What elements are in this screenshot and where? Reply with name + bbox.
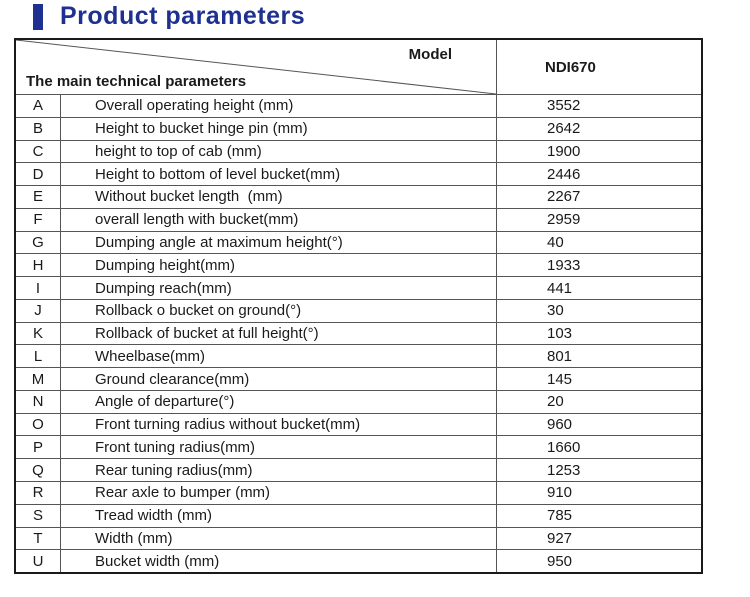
row-value-cell: 960: [547, 416, 573, 434]
row-key-cell: L: [16, 345, 61, 368]
row-value-cell: 2959: [547, 211, 581, 229]
row-value-cell: 2446: [547, 165, 581, 183]
table-row: B Height to bucket hinge pin (mm) 2642: [16, 116, 701, 140]
row-parameter-cell: Rollback of bucket at full height(°): [61, 322, 497, 345]
row-value-cell: 927: [547, 529, 573, 547]
table-row: S Tread width (mm) 785: [16, 503, 701, 527]
row-key-cell: K: [16, 322, 61, 345]
table-row: K Rollback of bucket at full height(°) 1…: [16, 321, 701, 345]
row-parameter-cell: Wheelbase(mm): [61, 345, 497, 368]
page-title: Product parameters: [60, 2, 306, 30]
row-value-cell: 30: [547, 302, 564, 320]
table-row: Q Rear tuning radius(mm) 1253: [16, 458, 701, 482]
table-row: D Height to bottom of level bucket(mm) 2…: [16, 162, 701, 186]
table-row: G Dumping angle at maximum height(°) 40: [16, 230, 701, 254]
row-key-cell: A: [16, 95, 61, 117]
row-parameter-cell: Height to bucket hinge pin (mm): [61, 117, 497, 140]
table-row: P Front tuning radius(mm) 1660: [16, 435, 701, 459]
row-value-cell: 801: [547, 347, 573, 365]
row-key-cell: E: [16, 186, 61, 208]
title-accent-bar-icon: [33, 3, 43, 30]
header-model-label: Model: [408, 46, 452, 63]
table-row: E Without bucket length (mm) 2267: [16, 185, 701, 208]
header-model-value: NDI670: [545, 58, 596, 76]
row-parameter-cell: height to top of cab (mm): [61, 140, 497, 163]
row-key-cell: B: [16, 117, 61, 140]
diagonal-divider-line: [16, 40, 496, 94]
row-key-cell: D: [16, 163, 61, 186]
table-body: A Overall operating height (mm) 3552 B H…: [16, 95, 701, 573]
row-key-cell: N: [16, 390, 61, 413]
table-row: C height to top of cab (mm) 1900: [16, 139, 701, 163]
row-key-cell: F: [16, 208, 61, 231]
table-row: O Front turning radius without bucket(mm…: [16, 412, 701, 436]
row-value-cell: 1933: [547, 256, 581, 274]
parameters-table: Model The main technical parameters NDI6…: [14, 38, 703, 574]
row-key-cell: G: [16, 231, 61, 254]
row-value-cell: 910: [547, 484, 573, 502]
table-row: H Dumping height(mm) 1933: [16, 253, 701, 277]
row-value-cell: 1660: [547, 438, 581, 456]
table-row: J Rollback o bucket on ground(°) 30: [16, 298, 701, 322]
row-parameter-cell: Ground clearance(mm): [61, 368, 497, 390]
row-parameter-cell: Front turning radius without bucket(mm): [61, 413, 497, 436]
row-key-cell: R: [16, 482, 61, 504]
diagonal-header-cell: Model The main technical parameters: [16, 40, 497, 94]
row-value-cell: 3552: [547, 97, 581, 115]
table-row: N Angle of departure(°) 20: [16, 389, 701, 413]
row-parameter-cell: Bucket width (mm): [61, 550, 497, 573]
row-key-cell: H: [16, 254, 61, 277]
row-parameter-cell: Rear tuning radius(mm): [61, 459, 497, 482]
row-value-cell: 785: [547, 507, 573, 525]
row-key-cell: I: [16, 277, 61, 299]
row-key-cell: S: [16, 504, 61, 527]
row-value-cell: 441: [547, 279, 573, 297]
table-row: M Ground clearance(mm) 145: [16, 367, 701, 390]
row-parameter-cell: Front tuning radius(mm): [61, 436, 497, 459]
table-row: U Bucket width (mm) 950: [16, 549, 701, 573]
row-key-cell: O: [16, 413, 61, 436]
row-key-cell: M: [16, 368, 61, 390]
table-row: I Dumping reach(mm) 441: [16, 276, 701, 299]
row-key-cell: U: [16, 550, 61, 573]
row-parameter-cell: Dumping reach(mm): [61, 277, 497, 299]
table-row: T Width (mm) 927: [16, 526, 701, 550]
row-key-cell: P: [16, 436, 61, 459]
table-row: F overall length with bucket(mm) 2959: [16, 207, 701, 231]
row-parameter-cell: Angle of departure(°): [61, 390, 497, 413]
table-row: A Overall operating height (mm) 3552: [16, 95, 701, 117]
row-value-cell: 2267: [547, 188, 581, 206]
header-parameters-label: The main technical parameters: [26, 73, 247, 90]
table-row: R Rear axle to bumper (mm) 910: [16, 481, 701, 504]
row-key-cell: T: [16, 527, 61, 550]
row-key-cell: Q: [16, 459, 61, 482]
row-parameter-cell: Dumping angle at maximum height(°): [61, 231, 497, 254]
row-parameter-cell: Width (mm): [61, 527, 497, 550]
row-parameter-cell: Overall operating height (mm): [61, 95, 497, 117]
row-value-cell: 1900: [547, 142, 581, 160]
row-value-cell: 2642: [547, 120, 581, 138]
row-parameter-cell: Tread width (mm): [61, 504, 497, 527]
row-parameter-cell: Rollback o bucket on ground(°): [61, 299, 497, 322]
row-key-cell: C: [16, 140, 61, 163]
row-parameter-cell: Without bucket length (mm): [61, 186, 497, 208]
row-value-cell: 1253: [547, 461, 581, 479]
row-parameter-cell: Dumping height(mm): [61, 254, 497, 277]
row-value-cell: 950: [547, 552, 573, 570]
section-title: Product parameters: [33, 2, 305, 31]
row-parameter-cell: Rear axle to bumper (mm): [61, 482, 497, 504]
row-parameter-cell: Height to bottom of level bucket(mm): [61, 163, 497, 186]
row-parameter-cell: overall length with bucket(mm): [61, 208, 497, 231]
row-value-cell: 145: [547, 370, 573, 388]
table-row: L Wheelbase(mm) 801: [16, 344, 701, 368]
row-key-cell: J: [16, 299, 61, 322]
row-value-cell: 20: [547, 393, 564, 411]
row-value-cell: 103: [547, 325, 573, 343]
row-value-cell: 40: [547, 233, 564, 251]
table-header-row: Model The main technical parameters NDI6…: [16, 40, 701, 95]
